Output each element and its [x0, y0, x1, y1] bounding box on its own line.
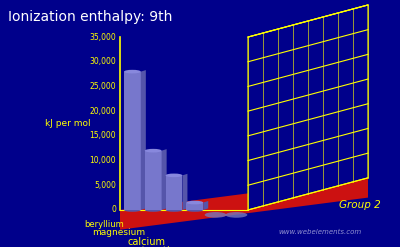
- Polygon shape: [141, 70, 146, 210]
- Text: kJ per mol: kJ per mol: [45, 119, 91, 128]
- Text: 20,000: 20,000: [89, 107, 116, 116]
- Ellipse shape: [186, 201, 203, 204]
- Ellipse shape: [166, 208, 182, 212]
- Bar: [186, 203, 203, 210]
- Ellipse shape: [166, 174, 182, 177]
- Text: www.webelements.com: www.webelements.com: [278, 229, 362, 235]
- Text: 35,000: 35,000: [89, 33, 116, 41]
- Ellipse shape: [186, 208, 203, 212]
- Ellipse shape: [124, 70, 141, 73]
- Text: beryllium: beryllium: [85, 220, 124, 229]
- Ellipse shape: [145, 149, 162, 152]
- Polygon shape: [162, 149, 167, 210]
- Text: strontium: strontium: [136, 246, 187, 247]
- Ellipse shape: [124, 208, 141, 212]
- Text: magnesium: magnesium: [92, 228, 145, 237]
- Text: 10,000: 10,000: [89, 156, 116, 165]
- Bar: [166, 175, 182, 210]
- Text: 0: 0: [111, 206, 116, 214]
- Polygon shape: [248, 5, 368, 210]
- Bar: [145, 151, 162, 210]
- Ellipse shape: [145, 208, 162, 212]
- Text: 30,000: 30,000: [89, 57, 116, 66]
- Text: Ionization enthalpy: 9th: Ionization enthalpy: 9th: [8, 10, 172, 24]
- Text: Group 2: Group 2: [339, 200, 381, 210]
- Polygon shape: [203, 201, 208, 210]
- Text: 5,000: 5,000: [94, 181, 116, 190]
- Bar: [124, 72, 141, 210]
- Polygon shape: [182, 174, 188, 210]
- Polygon shape: [120, 178, 368, 230]
- Text: 25,000: 25,000: [89, 82, 116, 91]
- Ellipse shape: [226, 212, 247, 218]
- Text: calcium: calcium: [128, 237, 166, 247]
- Ellipse shape: [205, 212, 226, 218]
- Text: 15,000: 15,000: [89, 131, 116, 140]
